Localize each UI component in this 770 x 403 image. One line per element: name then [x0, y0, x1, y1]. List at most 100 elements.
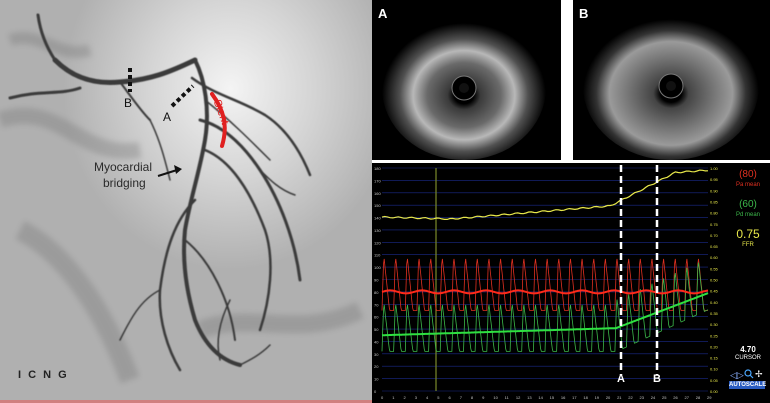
right-axis-tick: 0.65: [710, 244, 719, 249]
left-axis-tick: 130: [374, 228, 381, 233]
x-axis-tick: 23: [640, 395, 645, 400]
right-axis-tick: 0.85: [710, 199, 719, 204]
zoom-controls-icon: ◁▷ ✢: [730, 369, 763, 381]
angiogram-image: [0, 0, 372, 403]
left-axis-tick: 120: [374, 240, 381, 245]
left-axis-tick: 10: [374, 377, 379, 382]
ivus-panel-a: A: [372, 0, 561, 160]
x-axis-tick: 11: [505, 395, 510, 400]
right-axis-tick: 0.50: [710, 278, 719, 283]
bridging-label-line2: bridging: [103, 176, 146, 190]
x-axis-tick: 10: [493, 395, 498, 400]
x-axis-tick: 25: [662, 395, 667, 400]
x-axis-tick: 12: [516, 395, 521, 400]
ffr-trace: [381, 169, 709, 220]
x-axis-tick: 18: [583, 395, 588, 400]
ivus-a-label: A: [378, 6, 388, 21]
x-axis-tick: 27: [685, 395, 690, 400]
x-axis-tick: 7: [460, 395, 463, 400]
pd-mean-trace: [381, 292, 709, 337]
right-axis-tick: 0.35: [710, 311, 719, 316]
ivus-b-label: B: [579, 6, 589, 21]
x-axis-tick: 4: [426, 395, 429, 400]
x-axis-tick: 22: [628, 395, 633, 400]
cursor-label: CURSOR: [734, 355, 761, 361]
x-axis-tick: 14: [538, 395, 543, 400]
right-axis-tick: 0.30: [710, 322, 719, 327]
bridging-arrow: [157, 169, 178, 177]
ffr-label: FFR: [742, 242, 754, 248]
right-axis-tick: 0.25: [710, 333, 719, 338]
left-axis-tick: 30: [374, 352, 379, 357]
x-axis-tick: 24: [651, 395, 656, 400]
x-axis-tick: 9: [482, 395, 485, 400]
corner-text: I C N G: [18, 369, 69, 381]
x-axis-tick: 3: [415, 395, 418, 400]
right-axis-tick: 0.90: [710, 188, 719, 193]
cursor-value: 4.70: [740, 345, 756, 354]
right-axis-tick: 0.55: [710, 266, 719, 271]
x-axis-tick: 17: [572, 395, 577, 400]
pd-mean-label: Pd mean: [735, 212, 760, 218]
left-axis-tick: 150: [374, 203, 381, 208]
right-axis-tick: 0.70: [710, 233, 719, 238]
marker-a-line: [170, 84, 195, 108]
pressure-panel: 180 170 160 150 140 130 120 110 100 90 80 70 60 50 40 3…: [372, 163, 770, 403]
pa-phasic-trace: [381, 258, 708, 311]
left-axis-tick: 90: [374, 278, 379, 283]
right-axis-tick: 0.20: [710, 344, 719, 349]
pressure-chart: 1801701601501401301201101009080706050403…: [372, 163, 770, 403]
x-axis-tick: 19: [595, 395, 600, 400]
left-axis-tick: 70: [374, 302, 379, 307]
ffr-value: 0.75: [736, 227, 760, 241]
autoscale-button[interactable]: AUTOSCALE: [729, 382, 767, 388]
x-axis-tick: 5: [437, 395, 440, 400]
left-axis-tick: 110: [374, 253, 381, 258]
angio-marker-b-label: B: [124, 96, 133, 110]
right-axis-tick: 0.80: [710, 211, 719, 216]
x-axis-tick: 26: [673, 395, 678, 400]
right-axis-tick: 1.00: [710, 166, 719, 171]
left-axis-tick: 180: [374, 166, 381, 171]
left-axis-tick: 50: [374, 327, 379, 332]
angio-marker-a-label: A: [163, 110, 172, 124]
pd-phasic-trace: [381, 262, 709, 352]
right-axis-tick: 0.75: [710, 222, 719, 227]
right-axis-tick: 0.40: [710, 300, 719, 305]
x-axis-tick: 2: [403, 395, 406, 400]
left-axis-tick: 80: [374, 290, 379, 295]
bridging-label-line1: Myocardial: [94, 160, 153, 174]
x-axis-tick: 28: [696, 395, 701, 400]
angiogram-panel: B A Stent Myocardial bridging I C N G: [0, 0, 372, 403]
right-axis-tick: 0.00: [710, 389, 719, 394]
left-axis-tick: 160: [374, 191, 381, 196]
svg-text:✢: ✢: [755, 370, 763, 380]
right-axis-tick: 0.45: [710, 289, 719, 294]
ivus-panel-b: B: [573, 0, 770, 160]
left-axis-tick: 140: [374, 216, 381, 221]
x-axis-tick: 6: [448, 395, 451, 400]
x-axis-tick: 29: [707, 395, 712, 400]
left-axis-tick: 0: [374, 389, 377, 394]
right-axis-tick: 0.10: [710, 367, 719, 372]
pa-mean-value: (80): [739, 169, 757, 180]
right-axis-tick: 0.60: [710, 255, 719, 260]
left-axis-tick: 100: [374, 265, 381, 270]
x-axis-tick: 0: [381, 395, 384, 400]
svg-text:◁▷: ◁▷: [730, 371, 744, 381]
x-axis-tick: 8: [471, 395, 474, 400]
x-axis-tick: 15: [550, 395, 555, 400]
right-axis-tick: 0.95: [710, 177, 719, 182]
pullback-marker-b-label: B: [653, 373, 661, 385]
pa-mean-trace: [381, 289, 709, 295]
stent-mark: [210, 92, 227, 148]
x-axis-tick: 13: [527, 395, 532, 400]
x-axis-tick: 1: [392, 395, 395, 400]
pd-mean-value: (60): [739, 199, 757, 210]
right-axis-tick: 0.15: [710, 356, 719, 361]
x-axis-tick: 21: [617, 395, 622, 400]
right-axis-tick: 0.05: [710, 378, 719, 383]
autoscale-button-bg: [729, 381, 765, 389]
pa-mean-label: Pa mean: [735, 182, 760, 188]
